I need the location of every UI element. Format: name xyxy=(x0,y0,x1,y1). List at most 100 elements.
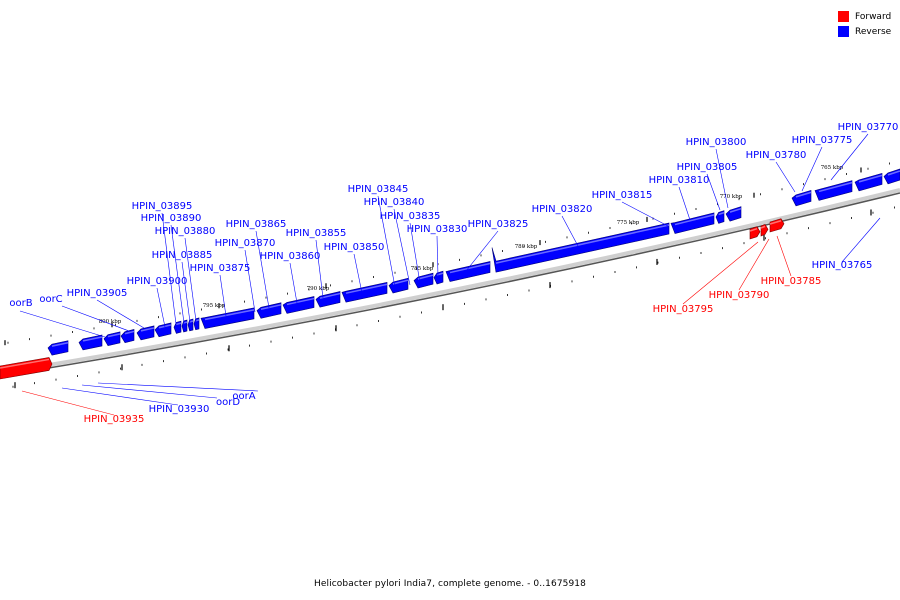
gene-reverse xyxy=(256,302,282,319)
gene-label: HPIN_03845 xyxy=(348,184,409,195)
gene-forward xyxy=(749,226,761,240)
gene-label: HPIN_03840 xyxy=(364,197,425,208)
gene-reverse xyxy=(187,318,194,332)
gene-reverse xyxy=(282,296,315,314)
gene-forward xyxy=(0,357,53,380)
gene-label: HPIN_03775 xyxy=(792,135,853,146)
leader-line xyxy=(156,287,166,328)
leader-line xyxy=(219,274,227,317)
legend-forward: Forward xyxy=(838,9,891,24)
leader-line xyxy=(682,241,759,305)
reverse-swatch xyxy=(838,26,849,37)
gene-reverse xyxy=(154,322,172,338)
gene-reverse xyxy=(120,329,135,344)
leader-line xyxy=(289,262,298,304)
gene-label: HPIN_03810 xyxy=(649,175,710,186)
gene-features xyxy=(0,168,900,380)
gene-label: HPIN_03780 xyxy=(746,150,807,161)
gene-reverse xyxy=(388,277,409,294)
backbone xyxy=(0,188,900,377)
leader-line xyxy=(377,195,396,288)
gene-label: HPIN_03865 xyxy=(226,219,287,230)
leader-line xyxy=(353,253,363,294)
genome-caption: Helicobacter pylori India7, complete gen… xyxy=(314,579,586,589)
scale-label: 795 kbp xyxy=(203,303,226,309)
label-leader-lines xyxy=(19,133,881,416)
gene-reverse xyxy=(103,331,121,346)
gene-label: HPIN_03805 xyxy=(677,162,738,173)
leader-line xyxy=(393,208,411,286)
gene-reverse xyxy=(413,272,434,289)
gene-reverse xyxy=(136,325,155,341)
gene-label: HPIN_03870 xyxy=(215,238,276,249)
gene-label: oorB xyxy=(9,298,32,309)
gene-label: HPIN_03860 xyxy=(260,251,321,262)
legend-forward-label: Forward xyxy=(855,11,892,22)
gene-reverse xyxy=(181,319,188,333)
leader-line xyxy=(97,382,259,392)
forward-swatch xyxy=(838,11,849,22)
gene-label: HPIN_03885 xyxy=(152,250,213,261)
leader-line xyxy=(738,238,770,291)
gene-reverse xyxy=(670,212,715,234)
leader-line xyxy=(621,201,669,227)
scale-label: 800 kbp xyxy=(99,319,122,325)
leader-line xyxy=(181,261,191,323)
gene-label: HPIN_03890 xyxy=(141,213,202,224)
gene-reverse xyxy=(341,282,388,303)
scale-label: 785 kbp xyxy=(411,266,434,272)
gene-reverse xyxy=(883,168,900,185)
leader-line xyxy=(19,310,106,338)
gene-reverse xyxy=(173,320,182,334)
scale-label: 770 kbp xyxy=(720,194,743,200)
gene-reverse xyxy=(200,307,255,329)
leader-line xyxy=(255,230,270,309)
gene-label: HPIN_03825 xyxy=(468,219,529,230)
gene-reverse xyxy=(715,210,725,224)
gene-reverse xyxy=(193,317,200,331)
gene-labels: HPIN_03770 HPIN_03775 HPIN_03780 HPIN_03800… xyxy=(9,122,898,425)
gene-label: HPIN_03830 xyxy=(407,224,468,235)
leader-line xyxy=(841,217,881,263)
gene-label: HPIN_03850 xyxy=(324,242,385,253)
leader-line xyxy=(715,148,729,209)
leader-line xyxy=(184,237,197,322)
leader-line xyxy=(21,390,115,416)
gene-label: HPIN_03905 xyxy=(67,288,128,299)
leader-line xyxy=(61,387,179,406)
gene-reverse xyxy=(445,261,491,282)
gene-label: HPIN_03785 xyxy=(761,276,822,287)
gene-reverse xyxy=(47,340,69,356)
gene-label: HPIN_03820 xyxy=(532,204,593,215)
gene-label: HPIN_03815 xyxy=(592,190,653,201)
leader-line xyxy=(678,186,691,221)
leader-line xyxy=(409,222,421,284)
leader-line xyxy=(776,235,792,277)
leader-line xyxy=(96,299,145,329)
gene-label: oorD xyxy=(216,397,240,408)
legend-reverse-label: Reverse xyxy=(855,26,892,37)
leader-line xyxy=(706,173,721,211)
gene-label: HPIN_03770 xyxy=(838,122,899,133)
scale-label: 765 kbp xyxy=(821,165,844,171)
gene-label: HPIN_03800 xyxy=(686,137,747,148)
gene-label: HPIN_03790 xyxy=(709,290,770,301)
leader-line xyxy=(465,230,499,272)
gene-reverse xyxy=(433,270,444,285)
gene-label: HPIN_03900 xyxy=(127,276,188,287)
scale-labels: 765 kbp 770 kbp 775 kbp 780 kbp 785 kbp 790 k… xyxy=(99,165,844,325)
leader-line xyxy=(801,146,823,192)
gene-reverse xyxy=(814,180,853,201)
gene-reverse xyxy=(725,206,742,222)
gene-label: HPIN_03795 xyxy=(653,304,714,315)
gene-label: oorC xyxy=(39,294,62,305)
gene-label: oorA xyxy=(232,391,255,402)
leader-line xyxy=(81,384,218,399)
gene-forward xyxy=(769,218,785,233)
leader-line xyxy=(561,215,579,247)
gene-reverse xyxy=(854,172,883,192)
scale-ticks xyxy=(4,162,895,389)
gene-reverse xyxy=(791,189,812,207)
gene-label: HPIN_03930 xyxy=(149,404,210,415)
gene-label: HPIN_03880 xyxy=(155,226,216,237)
